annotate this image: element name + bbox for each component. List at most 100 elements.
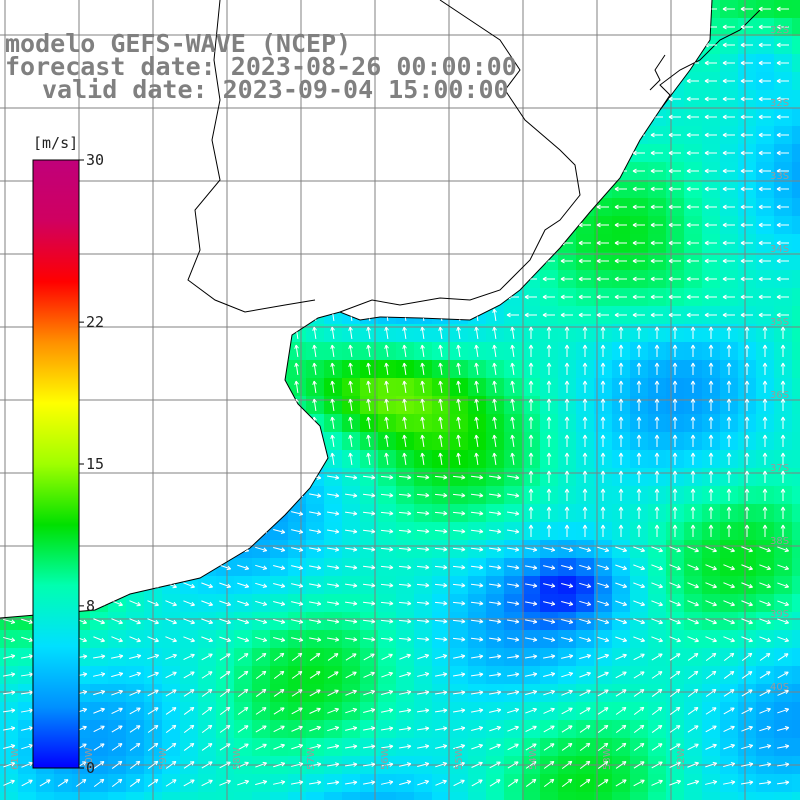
wind-speed-cell [396,792,414,800]
latitude-label: 39S [770,609,789,620]
wind-speed-cell [702,792,720,800]
latitude-label: 34S [770,244,789,255]
wind-speed-cell [792,612,800,630]
wind-speed-cell [72,792,90,800]
wind-speed-cell [792,18,800,36]
wind-speed-cell [792,774,800,792]
colorbar-tick-label: 0 [86,759,95,777]
wind-speed-cell [666,792,684,800]
wind-speed-cell [432,792,450,800]
wind-speed-cell [792,162,800,180]
wind-speed-cell [792,648,800,666]
wind-speed-cell [108,792,126,800]
longitude-label: 54W [528,747,539,770]
wind-speed-cell [252,792,270,800]
wind-speed-cell [792,180,800,198]
wind-speed-cell [792,144,800,162]
wind-speed-cell [792,576,800,594]
longitude-label: 55W [454,747,465,770]
longitude-label: 52W [676,747,687,770]
wind-speed-cell [792,198,800,216]
wind-speed-cell [720,792,738,800]
wind-speed-cell [792,324,800,342]
latitude-label: 37S [770,463,789,474]
wind-speed-cell [792,450,800,468]
wind-speed-cell [504,792,522,800]
wind-speed-cell [630,792,648,800]
wind-speed-cell [792,486,800,504]
wind-speed-cell [576,792,594,800]
wind-speed-cell [0,792,18,800]
wind-speed-cell [792,666,800,684]
wind-speed-cell [684,792,702,800]
wind-speed-cell [234,792,252,800]
longitude-label: 56W [380,747,391,770]
title-valid-date: valid date: 2023-09-04 15:00:00 [42,75,509,104]
wind-speed-cell [792,342,800,360]
wind-speed-cell [792,720,800,738]
wind-speed-cell [792,360,800,378]
wind-speed-cell [414,792,432,800]
wind-speed-cell [792,54,800,72]
latitude-label: 40S [770,682,789,693]
latitude-label: 33S [770,171,789,182]
wind-speed-cell [756,792,774,800]
wind-speed-cell [792,36,800,54]
wind-speed-cell [792,540,800,558]
wind-speed-cell [54,792,72,800]
wind-speed-cell [774,792,792,800]
wind-speed-cell [792,90,800,108]
wind-speed-cell [792,108,800,126]
wind-speed-cell [792,306,800,324]
wind-speed-cell [792,702,800,720]
latitude-label: 36S [770,390,789,401]
wind-speed-cell [792,396,800,414]
colorbar-tick-label: 8 [86,597,95,615]
wind-speed-cell [792,378,800,396]
wind-speed-cell [792,234,800,252]
colorbar-unit: [m/s] [33,134,78,152]
wind-speed-cell [792,594,800,612]
wind-speed-cell [792,522,800,540]
wind-speed-cell [18,792,36,800]
colorbar-tick-label: 22 [86,313,104,331]
wind-speed-cell [90,792,108,800]
latitude-label: 32S [770,25,789,36]
wind-speed-cell [450,792,468,800]
colorbar-tick-label: 30 [86,151,104,169]
longitude-label: 61W [10,747,21,770]
wind-speed-cell [324,792,342,800]
wind-speed-cell [288,792,306,800]
wind-speed-cell [198,792,216,800]
wind-speed-cell [792,468,800,486]
wind-speed-cell [792,738,800,756]
latitude-label: 32S [770,98,789,109]
wind-speed-cell [522,792,540,800]
wind-speed-cell [792,270,800,288]
wind-speed-cell [36,792,54,800]
wind-speed-cell [162,792,180,800]
wind-speed-cell [216,792,234,800]
wind-speed-cell [378,792,396,800]
wind-speed-cell [648,792,666,800]
wind-speed-cell [468,792,486,800]
longitude-label: 57W [306,747,317,770]
wind-speed-cell [792,558,800,576]
wind-speed-cell [792,216,800,234]
wind-speed-cell [792,504,800,522]
wind-speed-cell [792,288,800,306]
wind-speed-cell [792,252,800,270]
wind-speed-cell [792,432,800,450]
wind-speed-cell [738,792,756,800]
wind-speed-cell [792,72,800,90]
wind-speed-cell [792,684,800,702]
latitude-label: 38S [770,536,789,547]
wind-speed-cell [342,792,360,800]
wind-speed-cell [540,792,558,800]
latitude-label: 35S [770,317,789,328]
wind-speed-cell [270,792,288,800]
wind-speed-cell [306,792,324,800]
wind-speed-cell [792,126,800,144]
longitude-label: 53W [602,747,613,770]
